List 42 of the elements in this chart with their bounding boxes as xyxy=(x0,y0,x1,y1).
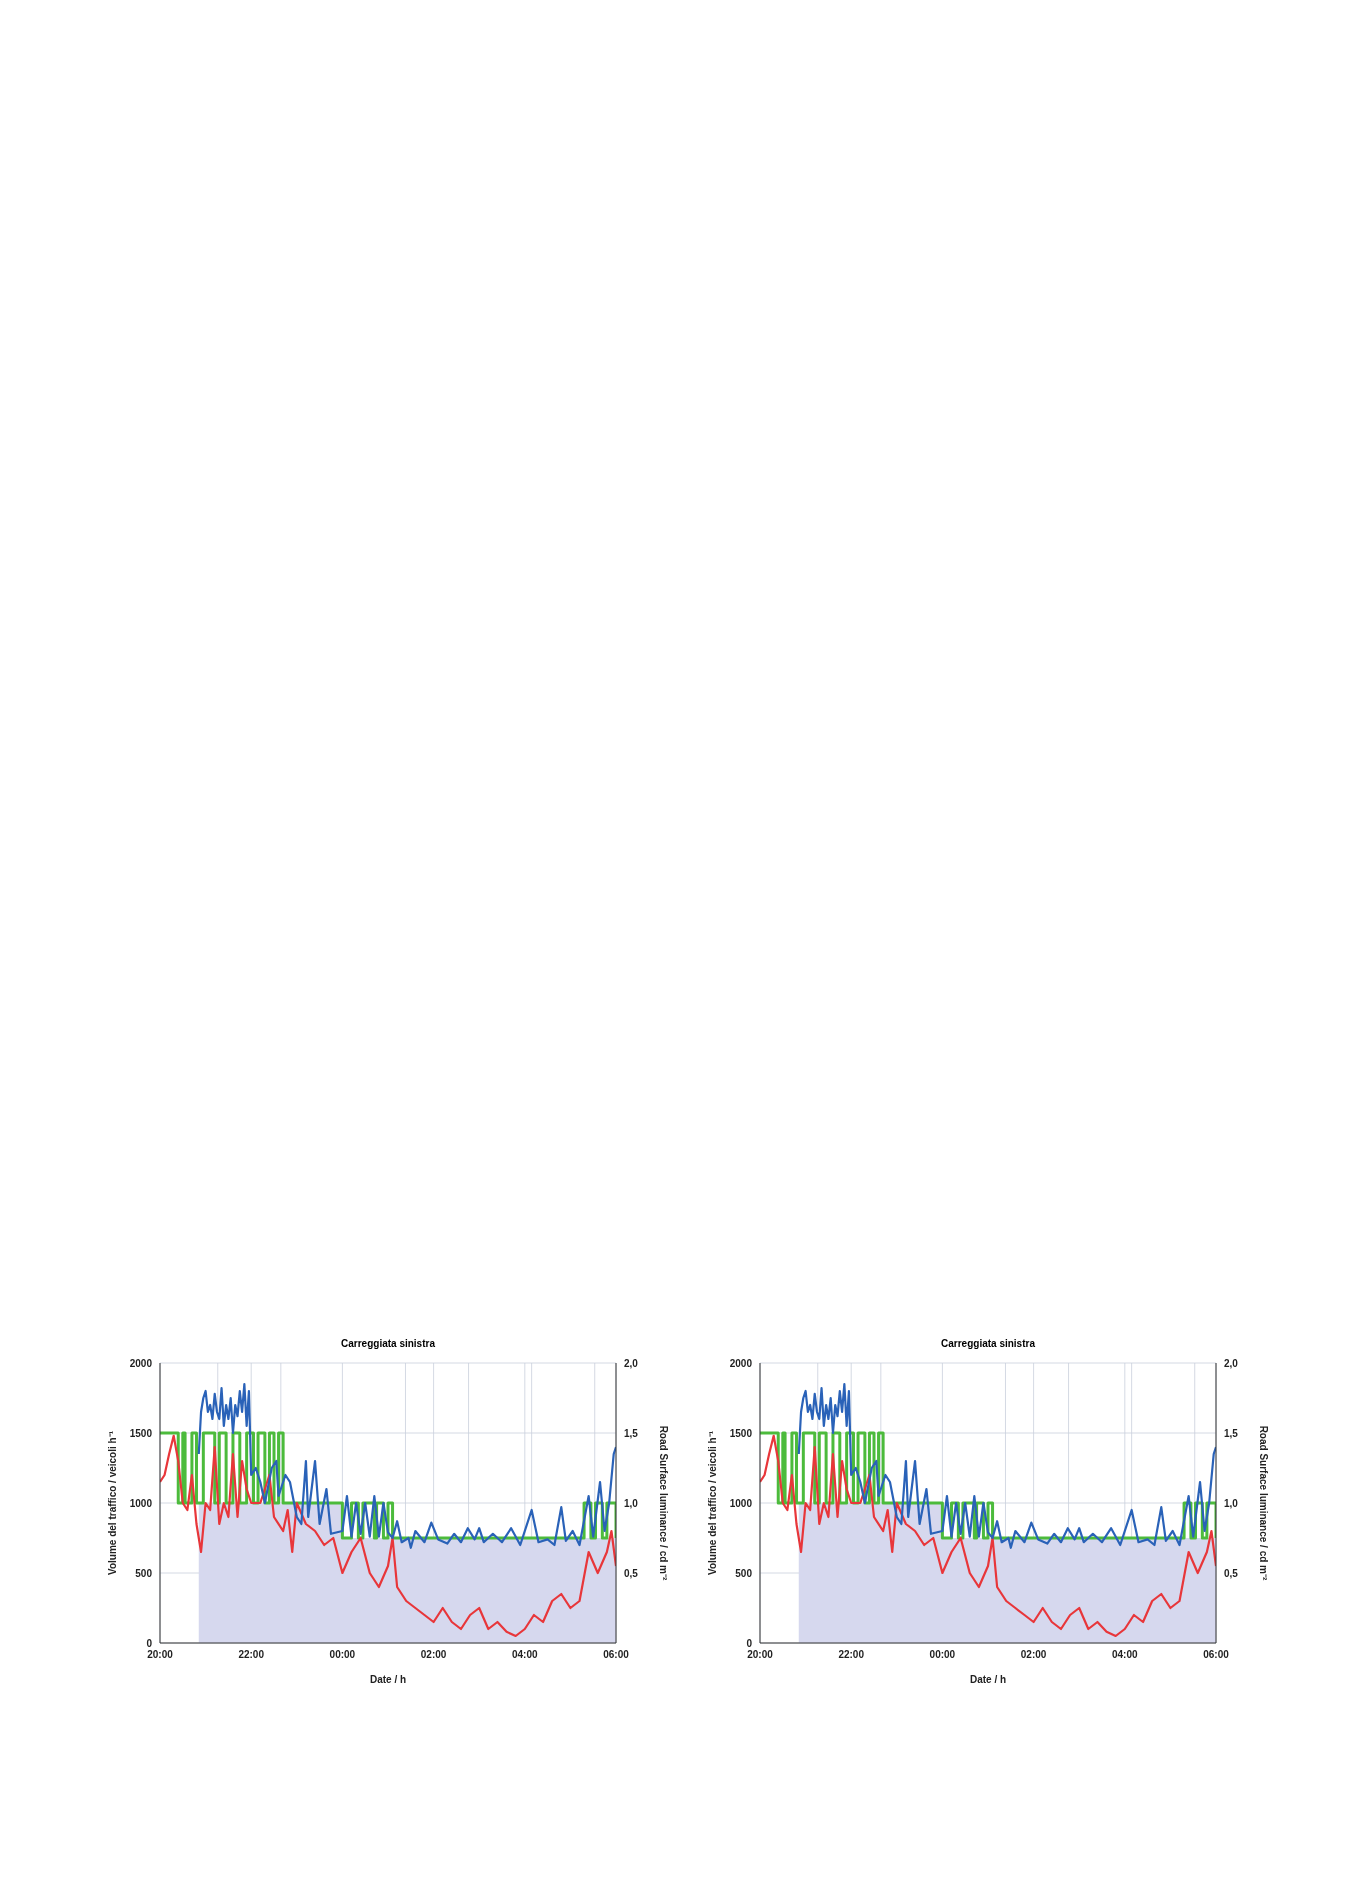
y2-tick-label: 0,5 xyxy=(624,1567,639,1579)
y-tick-label: 1500 xyxy=(129,1427,153,1439)
y2-tick-label: 2,0 xyxy=(624,1357,639,1369)
x-tick-label: 04:00 xyxy=(512,1649,539,1661)
y2-tick-label: 1,5 xyxy=(1224,1427,1239,1439)
x-axis-title: Date / h xyxy=(369,1674,407,1685)
x-tick-label: 22:00 xyxy=(238,1649,265,1661)
x-axis-title: Date / h xyxy=(969,1674,1007,1685)
y2-axis-title: Road Surface luminance / cd m⁻² xyxy=(1258,1425,1270,1582)
y-tick-label: 500 xyxy=(735,1567,753,1579)
line-series xyxy=(160,1434,616,1638)
y2-tick-label: 1,0 xyxy=(624,1497,639,1509)
y2-axis-title: Road Surface luminance / cd m⁻² xyxy=(658,1425,670,1582)
chart-title: Carreggiata sinistra xyxy=(340,1338,436,1349)
chart-title: Carreggiata sinistra xyxy=(940,1338,1036,1349)
y2-tick-label: 0,5 xyxy=(1224,1567,1239,1579)
y-tick-label: 0 xyxy=(746,1637,753,1649)
line-series xyxy=(760,1434,1216,1638)
line-series xyxy=(797,1382,1216,1549)
y-tick-label: 0 xyxy=(146,1637,153,1649)
x-tick-label: 06:00 xyxy=(603,1649,630,1661)
line-series xyxy=(197,1382,616,1549)
y-tick-label: 500 xyxy=(135,1567,153,1579)
y-tick-label: 1000 xyxy=(129,1497,153,1509)
y-axis-title: Volume del traffico / veicoli h⁻¹ xyxy=(706,1430,718,1575)
x-tick-label: 00:00 xyxy=(329,1649,356,1661)
y2-tick-label: 1,0 xyxy=(1224,1497,1239,1509)
y-tick-label: 1500 xyxy=(729,1427,753,1439)
y-tick-label: 2000 xyxy=(129,1357,153,1369)
x-tick-label: 22:00 xyxy=(838,1649,865,1661)
y-axis-title: Volume del traffico / veicoli h⁻¹ xyxy=(106,1430,118,1575)
x-tick-label: 02:00 xyxy=(1020,1649,1047,1661)
y2-tick-label: 1,5 xyxy=(624,1427,639,1439)
x-tick-label: 00:00 xyxy=(929,1649,956,1661)
y-tick-label: 1000 xyxy=(729,1497,753,1509)
x-tick-label: 02:00 xyxy=(420,1649,447,1661)
y-tick-label: 2000 xyxy=(729,1357,753,1369)
x-tick-label: 20:00 xyxy=(147,1649,174,1661)
x-tick-label: 04:00 xyxy=(1112,1649,1139,1661)
x-tick-label: 06:00 xyxy=(1203,1649,1230,1661)
x-tick-label: 20:00 xyxy=(747,1649,774,1661)
y2-tick-label: 2,0 xyxy=(1224,1357,1239,1369)
